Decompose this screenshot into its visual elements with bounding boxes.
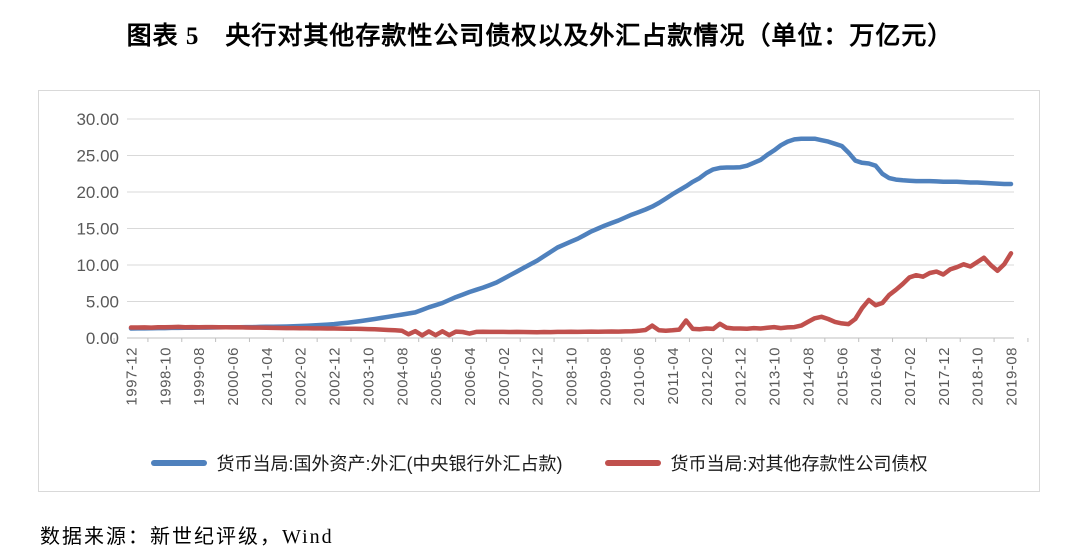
svg-text:2003-10: 2003-10 bbox=[360, 347, 377, 406]
svg-text:2002-02: 2002-02 bbox=[293, 347, 310, 406]
svg-text:2000-06: 2000-06 bbox=[225, 347, 242, 406]
legend-item-fx: 货币当局:国外资产:外汇(中央银行外汇占款) bbox=[150, 450, 563, 476]
svg-text:2014-08: 2014-08 bbox=[800, 347, 817, 406]
svg-text:2004-08: 2004-08 bbox=[394, 347, 411, 406]
legend-label-claims: 货币当局:对其他存款性公司债权 bbox=[670, 454, 928, 474]
svg-text:2002-12: 2002-12 bbox=[327, 347, 344, 406]
legend-swatch-fx bbox=[150, 460, 207, 466]
svg-text:2012-02: 2012-02 bbox=[699, 347, 716, 406]
chart-panel: 0.00 5.00 10.00 15.00 20.00 25.00 30.00 1997-12… bbox=[38, 90, 1040, 492]
svg-text:10.00: 10.00 bbox=[76, 256, 119, 275]
svg-text:30.00: 30.00 bbox=[76, 110, 119, 129]
source-note: 数据来源：新世纪评级，Wind bbox=[40, 526, 334, 548]
svg-text:2006-04: 2006-04 bbox=[462, 347, 479, 406]
svg-text:2008-10: 2008-10 bbox=[564, 347, 581, 406]
svg-text:2011-04: 2011-04 bbox=[665, 347, 682, 404]
legend-swatch-claims bbox=[604, 460, 661, 466]
svg-text:2018-10: 2018-10 bbox=[970, 347, 987, 406]
svg-text:15.00: 15.00 bbox=[76, 220, 119, 239]
page-title: 图表 5 央行对其他存款性公司债权以及外汇占款情况（单位：万亿元） bbox=[126, 23, 954, 50]
svg-text:2010-06: 2010-06 bbox=[631, 347, 648, 406]
svg-text:2009-08: 2009-08 bbox=[597, 347, 614, 406]
svg-text:1999-08: 1999-08 bbox=[191, 347, 208, 406]
svg-text:0.00: 0.00 bbox=[86, 329, 119, 348]
svg-text:2016-04: 2016-04 bbox=[868, 347, 885, 406]
svg-text:2013-10: 2013-10 bbox=[767, 347, 784, 406]
svg-text:2019-08: 2019-08 bbox=[1004, 347, 1021, 406]
svg-text:2017-12: 2017-12 bbox=[936, 347, 953, 406]
svg-text:1997-12: 1997-12 bbox=[124, 347, 141, 406]
chart-legend: 货币当局:国外资产:外汇(中央银行外汇占款) 货币当局:对其他存款性公司债权 bbox=[39, 450, 1039, 476]
svg-text:2007-12: 2007-12 bbox=[530, 347, 547, 406]
legend-label-fx: 货币当局:国外资产:外汇(中央银行外汇占款) bbox=[216, 454, 563, 474]
svg-text:2007-02: 2007-02 bbox=[496, 347, 513, 406]
svg-text:2015-06: 2015-06 bbox=[834, 347, 851, 406]
svg-text:2012-12: 2012-12 bbox=[733, 347, 750, 406]
svg-text:1998-10: 1998-10 bbox=[157, 347, 174, 406]
svg-text:2017-02: 2017-02 bbox=[902, 347, 919, 406]
svg-text:5.00: 5.00 bbox=[86, 293, 119, 312]
svg-text:2001-04: 2001-04 bbox=[259, 347, 276, 406]
svg-text:2005-06: 2005-06 bbox=[428, 347, 445, 406]
legend-item-claims: 货币当局:对其他存款性公司债权 bbox=[604, 450, 928, 476]
line-chart: 0.00 5.00 10.00 15.00 20.00 25.00 30.00 1997-12… bbox=[76, 110, 1029, 406]
svg-text:20.00: 20.00 bbox=[76, 183, 119, 202]
svg-text:25.00: 25.00 bbox=[76, 147, 119, 166]
